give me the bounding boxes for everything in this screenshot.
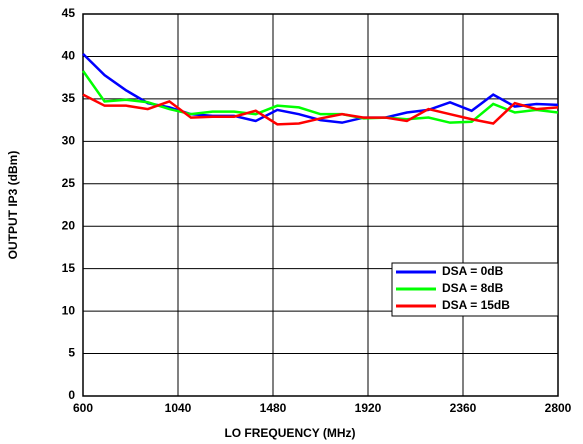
y-tick-label: 25 <box>62 176 76 190</box>
series-line <box>82 93 559 126</box>
legend-label: DSA = 15dB <box>442 298 510 312</box>
y-axis-label: OUTPUT IP3 (dBm) <box>6 151 20 260</box>
legend-label: DSA = 0dB <box>442 264 504 278</box>
y-tick-label: 15 <box>62 261 76 275</box>
plot-frame <box>82 13 559 397</box>
x-tick-label: 2360 <box>450 401 477 415</box>
legend-label: DSA = 8dB <box>442 281 504 295</box>
x-tick-label: 1040 <box>165 401 192 415</box>
x-tick-label: 600 <box>73 401 93 415</box>
y-tick-label: 40 <box>62 49 76 63</box>
y-tick-label: 10 <box>62 303 76 317</box>
y-tick-label: 0 <box>68 388 75 402</box>
series-line <box>81 70 559 124</box>
x-tick-label: 1920 <box>355 401 382 415</box>
series-line <box>82 53 559 124</box>
y-tick-label: 20 <box>62 218 76 232</box>
x-tick-label: 2800 <box>545 401 572 415</box>
y-tick-label: 30 <box>62 134 76 148</box>
x-tick-label: 1480 <box>260 401 287 415</box>
y-tick-label: 45 <box>62 6 76 20</box>
y-tick-label: 5 <box>68 346 75 360</box>
y-tick-label: 35 <box>62 91 76 105</box>
x-axis-label: LO FREQUENCY (MHz) <box>224 426 355 440</box>
